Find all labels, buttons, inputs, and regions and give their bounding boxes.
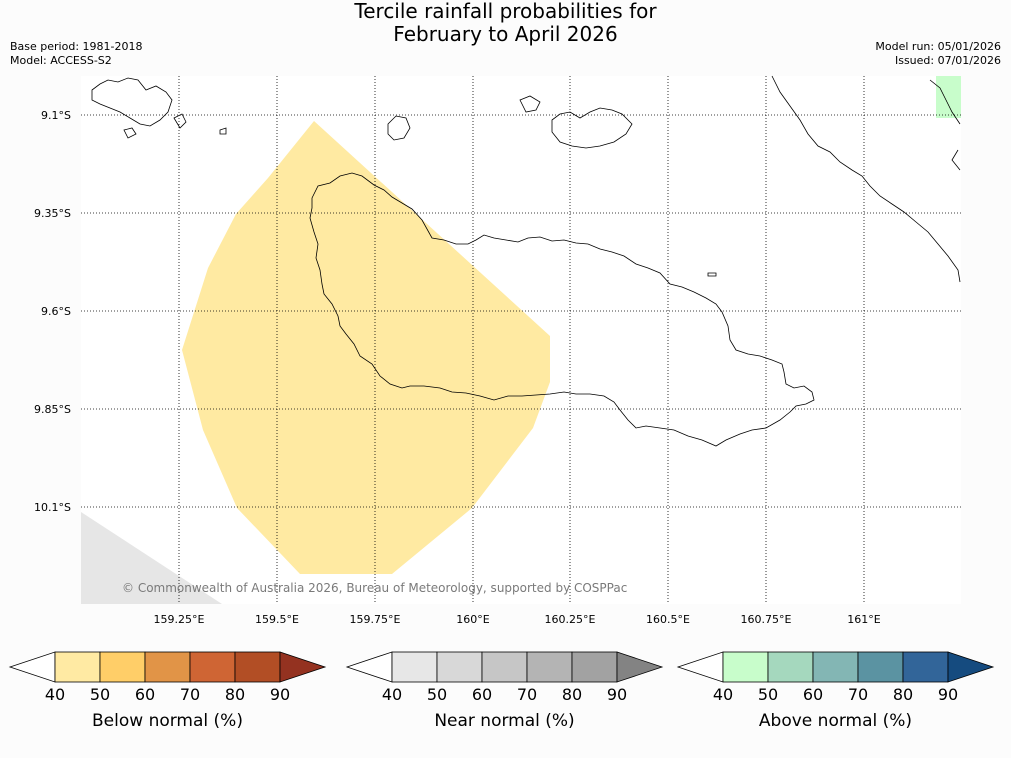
below-normal-shading [182,121,550,574]
masked-region [81,512,222,604]
gridlines [81,76,961,604]
colorbar-segment [902,651,949,683]
colorbar-extend-low [676,651,724,683]
figure-title: Tercile rainfall probabilities for Febru… [0,0,1011,46]
coastline-santa-isabel [91,77,173,127]
colorbar-segment [391,651,438,683]
colorbar-segment [857,651,904,683]
colorbar-segment [144,651,191,683]
colorbar-tick-label: 60 [135,685,155,704]
model-run-text: Model run: 05/01/2026 [875,40,1001,53]
colorbar-segment [54,651,101,683]
lat-label: 9.35°S [34,207,71,220]
colorbar-1: 40 50 60 70 80 90 Below normal (%) [8,651,327,731]
title-line-1: Tercile rainfall probabilities for [354,0,657,23]
colorbar-tick-label: 50 [427,685,447,704]
issued-text: Issued: 07/01/2026 [894,54,1001,67]
colorbar-extend-high [616,651,664,683]
copyright-text: © Commonwealth of Australia 2026, Bureau… [122,581,627,595]
above-normal-shading [936,76,961,118]
coastline-islet [707,272,717,277]
colorbar-tick-label: 50 [758,685,778,704]
colorbar-tick-label: 60 [803,685,823,704]
colorbar-tick-label: 40 [382,685,402,704]
colorbar-extend-high [947,651,995,683]
colorbar-tick-label: 70 [848,685,868,704]
colorbar-label: Above normal (%) [759,711,912,731]
colorbar-extend-high [279,651,327,683]
meta-right: Model run: 05/01/2026 Issued: 07/01/2026 [875,40,1001,68]
colorbar-tick-label: 60 [472,685,492,704]
lat-label: 9.1°S [41,109,71,122]
colorbar-extend-low [8,651,56,683]
colorbar-3: 40 50 60 70 80 90 Above normal (%) [676,651,995,731]
lon-label: 160°E [456,613,489,626]
colorbar-tick-label: 90 [938,685,958,704]
lat-label: 9.85°S [34,403,71,416]
colorbars: 40 50 60 70 80 90 Below normal (%) 40 50 60 70 80 90… [8,651,995,731]
colorbar-segment [812,651,859,683]
colorbar-segment [767,651,814,683]
colorbar-segment [234,651,281,683]
colorbar-tick-label: 40 [713,685,733,704]
colorbar-tick-label: 80 [893,685,913,704]
colorbar-segment [722,651,769,683]
colorbar-tick-label: 90 [270,685,290,704]
lon-label: 160.5°E [646,613,690,626]
coastline-guadalcanal [309,172,815,447]
colorbar-tick-label: 40 [45,685,65,704]
meta-left: Base period: 1981-2018 Model: ACCESS-S2 [10,40,142,68]
lat-label: 10.1°S [34,501,71,514]
colorbar-segment [526,651,573,683]
colorbar-label: Below normal (%) [92,711,243,731]
coastline-nggela [551,107,633,149]
colorbar-extend-low [345,651,393,683]
coastline-malaita [771,75,961,283]
lon-labels: 159.25°E 159.5°E 159.75°E 160°E 160.25°E… [154,613,881,626]
lon-label: 161°E [847,613,880,626]
lon-label: 159.75°E [350,613,401,626]
coastlines [91,75,961,447]
colorbar-segment [436,651,483,683]
lat-labels: 9.1°S 9.35°S 9.6°S 9.85°S 10.1°S [34,109,71,514]
base-period-text: Base period: 1981-2018 [10,40,143,53]
colorbar-segment [189,651,236,683]
colorbar-segment [571,651,618,683]
colorbar-tick-label: 50 [90,685,110,704]
colorbar-tick-label: 80 [225,685,245,704]
title-line-2: February to April 2026 [393,22,618,46]
lon-label: 160.25°E [545,613,596,626]
colorbar-tick-label: 70 [180,685,200,704]
colorbar-tick-label: 90 [607,685,627,704]
colorbar-label: Near normal (%) [434,711,574,731]
colorbar-segment [481,651,528,683]
colorbar-tick-label: 70 [517,685,537,704]
lon-label: 159.25°E [154,613,205,626]
lat-label: 9.6°S [41,305,71,318]
lon-label: 159.5°E [255,613,299,626]
coastline-small-island [387,115,411,141]
colorbar-2: 40 50 60 70 80 90 Near normal (%) [345,651,664,731]
model-text: Model: ACCESS-S2 [10,54,112,67]
lon-label: 160.75°E [741,613,792,626]
colorbar-tick-label: 80 [562,685,582,704]
map-panel: © Commonwealth of Australia 2026, Bureau… [81,75,961,604]
colorbar-segment [99,651,146,683]
